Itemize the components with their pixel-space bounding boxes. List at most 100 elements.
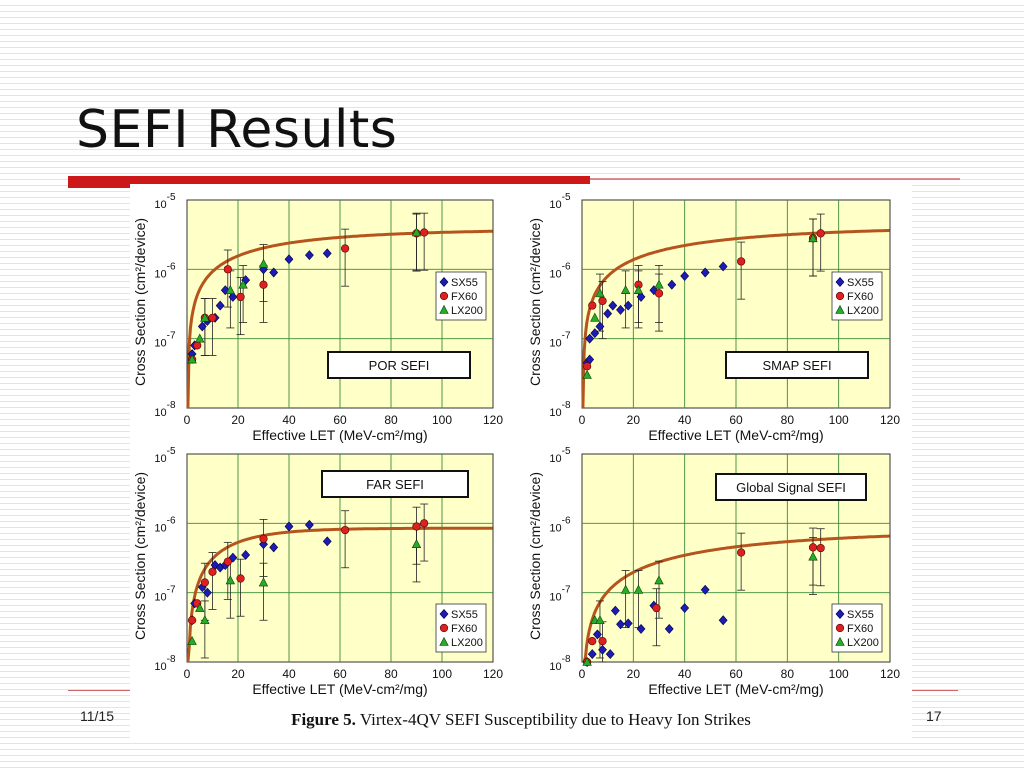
- x-tick-label: 40: [678, 667, 692, 681]
- data-point-sx55: [605, 649, 615, 660]
- data-point-sx55: [284, 521, 294, 532]
- legend-marker-fx60: [439, 623, 449, 633]
- data-point-fx60: [223, 557, 232, 566]
- data-point-fx60: [737, 548, 746, 557]
- data-point-lx200: [238, 279, 248, 289]
- legend-label: FX60: [847, 623, 873, 635]
- legend: SX55 FX60 LX200: [435, 603, 487, 653]
- legend-label: LX200: [451, 637, 483, 649]
- data-point-lx200: [633, 584, 644, 594]
- data-point-sx55: [595, 321, 605, 332]
- data-point-fx60: [598, 296, 607, 306]
- data-point-sx55: [197, 321, 207, 332]
- panel-title-box: [715, 473, 867, 501]
- data-point-fx60: [223, 265, 232, 274]
- x-tick-label: 20: [627, 413, 641, 427]
- chart-panel-2: 0 20 40 60 80 100 120 10-8 10-7 10-6 10-5 Effective…: [527, 192, 900, 443]
- data-point-lx200: [620, 584, 631, 594]
- data-point-fx60: [420, 228, 429, 237]
- panel-title: FAR SEFI: [366, 477, 424, 492]
- y-tick-label: 10-6: [549, 261, 571, 280]
- y-axis-label: Cross Section (cm²/device): [132, 472, 148, 640]
- data-point-fx60: [259, 280, 268, 289]
- data-point-fx60: [420, 519, 429, 528]
- data-point-lx200: [187, 354, 197, 364]
- y-tick-label: 10-6: [549, 515, 571, 534]
- y-tick-label: 10-5: [549, 446, 571, 465]
- panel-title-box: [321, 470, 469, 498]
- legend-label: SX55: [847, 609, 874, 621]
- x-axis-label: Effective LET (MeV-cm²/mg): [648, 681, 823, 697]
- data-point-lx200: [200, 615, 210, 625]
- legend-label: SX55: [847, 277, 874, 289]
- x-tick-label: 120: [483, 413, 503, 427]
- x-tick-label: 60: [333, 413, 347, 427]
- panel-title-box: [725, 351, 869, 379]
- data-point-sx55: [587, 649, 597, 660]
- x-tick-label: 60: [729, 667, 743, 681]
- title-underline-thin: [590, 178, 960, 180]
- legend-label: SX55: [451, 277, 478, 289]
- chart-panel-3: 0 20 40 60 80 100 120 10-8 10-7 10-6 10-5 Effective…: [132, 446, 503, 697]
- legend-marker-lx200: [835, 304, 845, 314]
- legend-marker-sx55: [439, 277, 449, 287]
- y-tick-label: 10-7: [549, 585, 571, 604]
- data-point-fx60: [193, 341, 202, 350]
- y-tick-label: 10-5: [154, 446, 176, 465]
- data-point-lx200: [808, 551, 818, 561]
- x-tick-label: 20: [231, 413, 245, 427]
- data-point-sx55: [623, 618, 633, 629]
- legend-label: FX60: [847, 291, 873, 303]
- data-point-fx60: [412, 522, 421, 531]
- legend: SX55 FX60 LX200: [435, 271, 487, 321]
- y-axis-label: Cross Section (cm²/device): [527, 472, 543, 640]
- data-point-lx200: [808, 233, 818, 243]
- fit-curve: [582, 534, 890, 664]
- data-point-sx55: [304, 250, 314, 261]
- page-number: 17: [926, 708, 942, 724]
- fit-curve: [186, 526, 493, 663]
- data-point-sx55: [623, 300, 633, 311]
- data-point-fx60: [816, 229, 825, 238]
- legend-label: LX200: [451, 305, 483, 317]
- y-tick-label: 10-6: [154, 261, 176, 280]
- data-point-sx55: [585, 333, 595, 344]
- x-tick-label: 60: [333, 667, 347, 681]
- x-tick-label: 100: [432, 667, 452, 681]
- data-point-lx200: [633, 285, 644, 295]
- data-point-fx60: [598, 637, 607, 646]
- y-tick-label: 10-8: [549, 400, 571, 419]
- y-axis-label: Cross Section (cm²/device): [527, 218, 543, 386]
- x-tick-label: 120: [880, 413, 900, 427]
- data-point-fx60: [588, 637, 597, 646]
- data-point-sx55: [228, 291, 238, 302]
- slide-title: SEFI Results: [76, 100, 398, 160]
- x-tick-label: 20: [231, 667, 245, 681]
- footer-date: 11/15: [80, 708, 114, 724]
- legend-marker-fx60: [439, 291, 449, 301]
- y-tick-label: 10-5: [154, 192, 176, 211]
- y-tick-label: 10-7: [154, 585, 176, 604]
- data-point-sx55: [700, 267, 710, 278]
- x-axis-label: Effective LET (MeV-cm²/mg): [252, 681, 427, 697]
- data-point-sx55: [664, 623, 674, 634]
- legend-marker-lx200: [439, 304, 449, 314]
- legend-label: FX60: [451, 291, 477, 303]
- legend-label: FX60: [451, 623, 477, 635]
- caption-text: Virtex-4QV SEFI Susceptibility due to He…: [355, 710, 751, 729]
- x-tick-label: 40: [282, 413, 296, 427]
- data-point-sx55: [680, 603, 690, 613]
- data-point-lx200: [258, 258, 269, 268]
- data-point-lx200: [595, 288, 605, 298]
- x-tick-label: 40: [678, 413, 692, 427]
- data-point-sx55: [636, 291, 646, 302]
- data-point-lx200: [620, 285, 631, 295]
- data-point-sx55: [598, 644, 607, 655]
- data-point-lx200: [225, 575, 236, 585]
- data-point-fx60: [588, 301, 597, 310]
- data-point-fx60: [654, 289, 664, 298]
- data-point-lx200: [582, 369, 592, 379]
- legend-label: SX55: [451, 609, 478, 621]
- data-point-fx60: [259, 534, 268, 543]
- x-tick-label: 20: [627, 667, 641, 681]
